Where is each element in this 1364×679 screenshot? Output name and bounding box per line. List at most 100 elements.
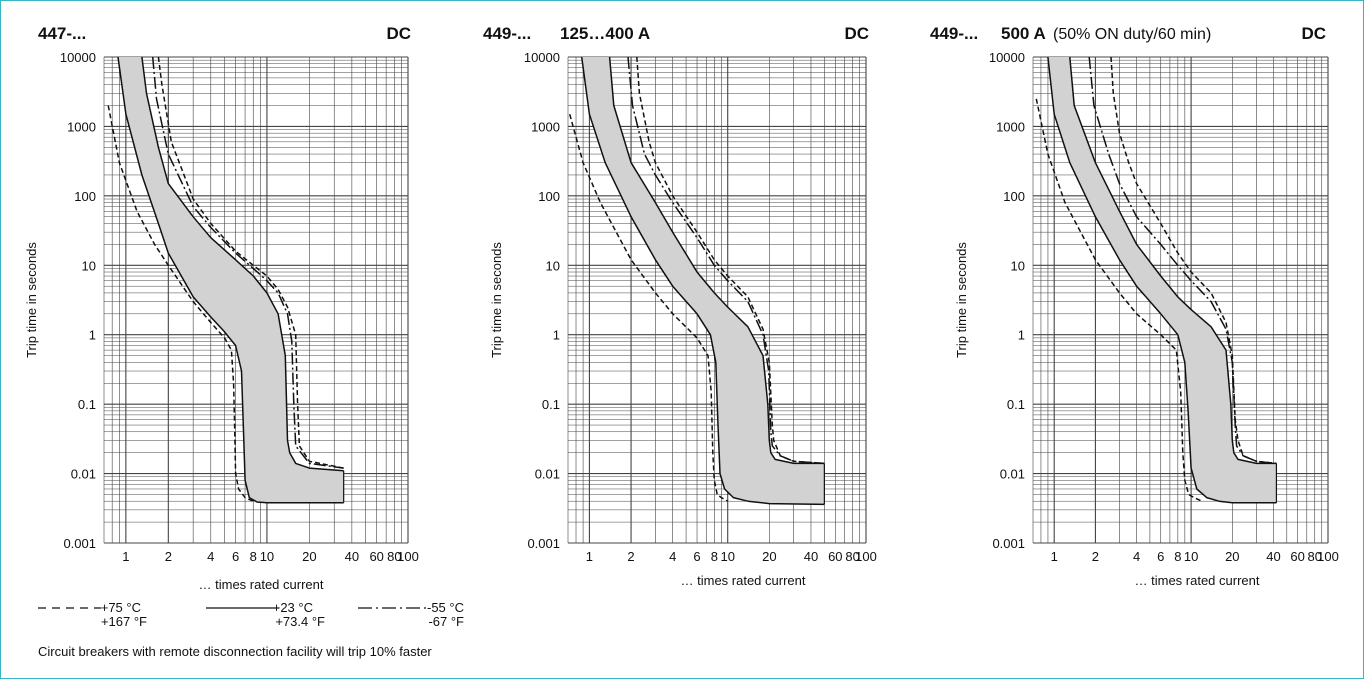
y-tick-label: 10000 [524,50,560,65]
x-tick-label: 60 [1290,549,1304,564]
chart-449b-duty-note: (50% ON duty/60 min) [1053,26,1211,43]
x-tick-label: 100 [397,549,419,564]
chart-449a-dc-label: DC [844,24,869,43]
chart-449b-dc-label: DC [1301,24,1326,43]
x-tick-label: 100 [1317,549,1339,564]
y-tick-label: 0.1 [78,397,96,412]
x-tick-label: 4 [207,549,214,564]
x-tick-label: 2 [1092,549,1099,564]
tolerance-band [581,57,825,505]
x-tick-label: 20 [302,549,316,564]
chart-449a-title: 449-... [483,24,531,43]
chart-449-500: 449-... 500 A (50% ON duty/60 min) DC 0.… [930,24,1339,588]
chart-449a-xlabel: … times rated current [681,573,806,588]
y-tick-label: 1000 [67,119,96,134]
x-tick-label: 1 [122,549,129,564]
curve-dash-dot-3 [151,56,344,469]
chart-447-ylabel: Trip time in seconds [24,242,39,358]
chart-449b-xlabel: … times rated current [1135,573,1260,588]
x-tick-label: 100 [855,549,877,564]
x-tick-label: 60 [369,549,383,564]
y-tick-label: 0.01 [1000,467,1025,482]
y-tick-label: 0.1 [542,397,560,412]
x-tick-label: 8 [711,549,718,564]
y-tick-label: 10 [546,258,560,273]
chart-447-dc-label: DC [386,24,411,43]
legend-item-23c: +23 °C +73.4 °F [206,600,325,629]
curve-dashed-0 [1035,98,1203,502]
y-tick-label: 1 [89,328,96,343]
y-tick-label: 0.001 [992,536,1025,551]
curve-solid-2 [608,56,825,465]
chart-449b-ylabel: Trip time in seconds [954,242,969,358]
x-tick-label: 1 [1051,549,1058,564]
y-tick-label: 100 [74,189,96,204]
x-tick-label: 2 [165,549,172,564]
y-tick-label: 100 [538,189,560,204]
y-tick-label: 1 [553,328,560,343]
x-tick-label: 2 [627,549,634,564]
curve-dashed-4 [636,56,825,465]
x-tick-label: 10 [720,549,734,564]
legend-label-celsius: +23 °C [273,600,313,615]
x-tick-label: 10 [260,549,274,564]
x-tick-label: 8 [1174,549,1181,564]
curve-solid-1 [1047,56,1277,504]
chart-447-title: 447-... [38,24,86,43]
grid [1032,56,1329,544]
x-tick-label: 6 [232,549,239,564]
x-tick-label: 10 [1184,549,1198,564]
chart-449b-title: 449-... [930,24,978,43]
x-tick-label: 6 [693,549,700,564]
x-tick-label: 60 [828,549,842,564]
x-tick-label: 80 [1307,549,1321,564]
y-tick-label: 10 [1011,258,1025,273]
curve-solid-2 [141,56,344,472]
chart-449b-subtitle: 500 A [1001,24,1046,43]
chart-449a-subtitle: 125…400 A [560,24,650,43]
legend-item-75c: +75 °C +167 °F [38,600,147,629]
curve-dashed-0 [107,105,254,502]
x-tick-label: 4 [1133,549,1140,564]
legend-label-fahrenheit: +73.4 °F [275,614,325,629]
y-tick-label: 0.001 [527,536,560,551]
curve-dash-dot-3 [1088,56,1277,465]
x-tick-label: 20 [762,549,776,564]
curve-dash-dot-3 [627,56,825,465]
y-tick-label: 100 [1003,189,1025,204]
y-tick-label: 0.01 [71,467,96,482]
x-tick-label: 6 [1157,549,1164,564]
x-tick-label: 80 [387,549,401,564]
chart-449a-ylabel: Trip time in seconds [489,242,504,358]
curve-solid-2 [1069,56,1277,465]
x-tick-label: 1 [586,549,593,564]
curve-dashed-4 [157,56,344,469]
x-tick-label: 40 [345,549,359,564]
y-tick-label: 0.001 [63,536,96,551]
curve-dashed-0 [568,114,729,502]
curve-solid-1 [580,56,825,506]
legend-label-celsius: -55 °C [427,600,464,615]
chart-449-125-400: 449-... 125…400 A DC 0.001 0.01 0.1 1 10 100 1… [483,24,877,588]
x-tick-label: 80 [845,549,859,564]
chart-447: 447-... DC 0.001 0.01 0.1 1 10 100 1000 10000 1 2… [24,24,419,592]
tolerance-band [118,57,344,503]
x-tick-label: 20 [1225,549,1239,564]
y-tick-label: 10000 [60,50,96,65]
legend-label-fahrenheit: -67 °F [428,614,464,629]
x-tick-label: 8 [250,549,257,564]
tolerance-band [1047,57,1277,503]
y-tick-label: 0.01 [535,467,560,482]
curve-solid-1 [117,56,344,504]
x-tick-label: 40 [1266,549,1280,564]
y-tick-label: 0.1 [1007,397,1025,412]
y-tick-label: 1000 [531,119,560,134]
y-tick-label: 1000 [996,119,1025,134]
chart-447-xlabel: … times rated current [199,577,324,592]
x-tick-label: 40 [804,549,818,564]
